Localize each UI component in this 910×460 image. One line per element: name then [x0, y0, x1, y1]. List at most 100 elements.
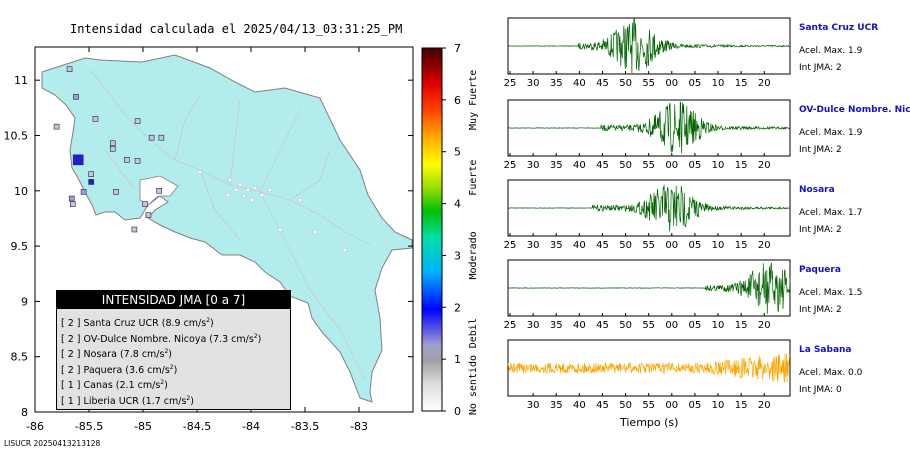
- lat-tick-label: 8.5: [11, 351, 29, 364]
- time-tick-label: 05: [689, 240, 702, 251]
- station-marker: [70, 201, 76, 207]
- city-dot: [241, 193, 246, 198]
- waveform-trace: [507, 101, 791, 154]
- station-marker: [158, 134, 165, 141]
- time-tick-label: 20: [758, 78, 771, 89]
- time-tick-label: 55: [642, 240, 655, 251]
- time-tick-label: 35: [550, 320, 563, 331]
- time-tick-label: 05: [689, 320, 702, 331]
- station-marker: [88, 179, 94, 185]
- legend-row-value: (8.9: [161, 318, 184, 330]
- time-tick-label: 05: [689, 78, 702, 89]
- waveform-trace: [507, 184, 791, 232]
- time-tick-label: 40: [573, 78, 586, 89]
- time-tick-label: 20: [758, 160, 771, 171]
- station-marker: [131, 226, 138, 233]
- colorbar-tick-label: 0: [454, 405, 461, 418]
- time-tick-label: 25: [504, 320, 517, 331]
- city-dot: [298, 197, 303, 202]
- legend-row-value: (1.7: [141, 395, 164, 407]
- legend-row-value: (7.3: [209, 333, 232, 345]
- lat-tick-label: 11: [14, 74, 28, 87]
- legend-row-value: (7.8: [119, 349, 142, 361]
- time-tick-label: 55: [642, 160, 655, 171]
- waveform-trace: [507, 17, 791, 74]
- time-tick-label: 00: [665, 160, 678, 171]
- time-tick-label: 10: [712, 400, 725, 411]
- legend-row-station: Paquera: [80, 364, 126, 376]
- legend-row-text: [ 1 ]: [61, 395, 81, 407]
- waveform-trace: [507, 353, 791, 383]
- legend-row-close: ): [173, 364, 178, 376]
- time-tick-label: 35: [550, 400, 563, 411]
- city-dot: [197, 169, 202, 174]
- city-dot: [268, 187, 273, 192]
- station-marker: [68, 195, 75, 202]
- lat-tick-label: 9.5: [11, 240, 29, 253]
- station-accel: Acel. Max. 1.9: [799, 46, 863, 56]
- time-tick-label: 30: [527, 320, 540, 331]
- colorbar-tick-label: 7: [454, 42, 461, 55]
- time-tick-label: 50: [619, 400, 632, 411]
- city-dot: [252, 185, 257, 190]
- time-tick-label: 10: [712, 78, 725, 89]
- time-tick-label: 50: [619, 320, 632, 331]
- city-dot: [237, 182, 242, 187]
- station-name: OV-Dulce Nombre. Nicoya: [799, 105, 910, 115]
- legend-row-unit-exp: 2: [160, 379, 165, 386]
- station-marker: [145, 212, 152, 218]
- time-tick-label: 10: [712, 240, 725, 251]
- time-tick-label: 55: [642, 320, 655, 331]
- legend-row-unit: cm/s: [231, 333, 254, 345]
- station-jma: Int JMA: 2: [799, 225, 842, 235]
- time-tick-label: 45: [596, 320, 609, 331]
- station-accel: Acel. Max. 1.5: [799, 288, 863, 298]
- legend-row-text: [ 2 ]: [61, 349, 81, 361]
- legend-row: [ 2 ] OV-Dulce Nombre. Nicoya (7.3 cm/s2…: [57, 329, 290, 345]
- colorbar-category-label: Muy Fuerte: [468, 70, 479, 130]
- legend-row-unit-exp: 2: [164, 348, 169, 355]
- station-marker: [88, 171, 94, 177]
- legend-row-text: [ 2 ]: [61, 318, 81, 330]
- station-marker: [142, 201, 148, 207]
- time-tick-label: 55: [642, 78, 655, 89]
- station-marker: [53, 123, 60, 130]
- chart-title: Intensidad calculada el 2025/04/13_03:31…: [70, 22, 403, 36]
- legend-row-station: Canas: [80, 380, 116, 392]
- time-tick-label: 15: [735, 160, 748, 171]
- time-tick-label: 10: [712, 160, 725, 171]
- legend-row-unit-exp: 2: [206, 317, 211, 324]
- time-tick-label: 05: [689, 400, 702, 411]
- time-tick-label: 55: [642, 400, 655, 411]
- time-tick-label: 45: [596, 160, 609, 171]
- station-marker: [109, 145, 116, 152]
- legend-row-close: ): [190, 395, 194, 407]
- legend-row-text: [ 1 ]: [61, 380, 81, 392]
- station-marker: [124, 157, 130, 163]
- legend-row-unit: cm/s: [137, 380, 161, 392]
- time-tick-label: 00: [665, 240, 678, 251]
- station-marker: [66, 66, 73, 72]
- time-tick-label: 35: [550, 240, 563, 251]
- time-tick-label: 45: [596, 78, 609, 89]
- legend-row-unit-exp: 2: [169, 363, 174, 371]
- road-network: [89, 69, 371, 381]
- legend-row-value: (2.1: [115, 380, 138, 392]
- legend-row-close: ): [257, 333, 262, 345]
- station-name: Paquera: [799, 265, 841, 275]
- legend-row-close: ): [164, 380, 168, 392]
- legend-row: [ 2 ] Santa Cruz UCR (8.9 cm/s2): [57, 313, 290, 329]
- city-dot: [225, 192, 230, 197]
- station-jma: Int JMA: 2: [799, 145, 842, 155]
- lat-tick-label: 10: [14, 185, 28, 198]
- station-name: Nosara: [799, 185, 835, 195]
- station-marker: [92, 116, 99, 122]
- legend-row-text: [ 2 ]: [61, 333, 81, 345]
- time-tick-label: 25: [504, 78, 517, 89]
- lat-tick-label: 10.5: [4, 129, 29, 142]
- time-tick-label: 05: [689, 160, 702, 171]
- station-marker: [134, 118, 141, 124]
- city-dot: [233, 187, 238, 192]
- time-tick-label: 15: [735, 320, 748, 331]
- city-dot: [245, 187, 250, 192]
